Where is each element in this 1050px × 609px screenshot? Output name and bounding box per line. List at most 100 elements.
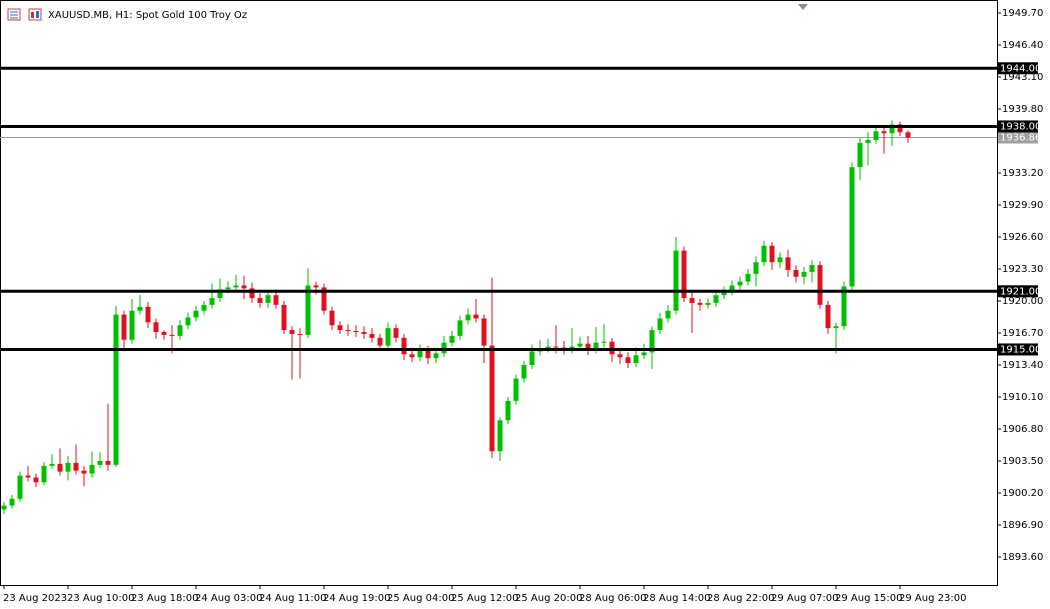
candle-body [449,335,455,343]
y-tick-label: 1923.30 [1002,264,1043,275]
candle-body [665,310,671,319]
candle-body [817,265,823,305]
candle-body [601,341,607,343]
candle-body [105,460,111,465]
candle-body [121,314,127,340]
candle-body [409,354,415,358]
level-label: 1938.00 [1000,121,1041,132]
candle-body [377,337,383,346]
y-tick-label: 1920.00 [1002,296,1043,307]
candle-body [1,505,7,510]
symbol-icons [7,8,42,21]
y-tick-label: 1939.80 [1002,104,1043,115]
level-tag [998,343,1038,356]
x-tick-label: 29 Aug 23:00 [899,593,966,604]
y-tick-label: 1926.60 [1002,232,1043,243]
candle-body [273,295,279,305]
x-tick-label: 24 Aug 03:00 [195,593,262,604]
candle-body [513,378,519,401]
last-price-tag [998,131,1038,144]
candle-body [257,298,263,303]
x-tick-label: 29 Aug 15:00 [835,593,902,604]
y-tick-label: 1900.20 [1002,488,1043,499]
candle-body [633,355,639,364]
candle-body [217,289,223,299]
plot-frame [0,0,998,586]
candle-body [729,285,735,292]
candle-body [521,364,527,379]
candle-body [737,281,743,286]
y-tick-label: 1903.50 [1002,456,1043,467]
x-tick-label: 28 Aug 06:00 [579,593,646,604]
x-tick-label: 25 Aug 20:00 [515,593,582,604]
candle-body [209,298,215,305]
candle-body [625,357,631,364]
chart-title: XAUUSD.MB, H1: Spot Gold 100 Troy Oz [48,10,247,21]
candle-body [297,333,303,335]
candle-body [289,330,295,334]
candle-body [857,142,863,168]
candle-body [489,345,495,452]
candle-body [473,314,479,319]
candle-body [393,328,399,338]
candle-body [785,257,791,270]
y-tick-label: 1933.20 [1002,168,1043,179]
shift-marker [798,4,808,10]
candle-body [825,304,831,329]
candle-body [849,167,855,287]
candle-body [761,245,767,263]
x-tick-label: 25 Aug 12:00 [451,593,518,604]
candle-body [833,326,839,329]
candle-body [129,310,135,340]
y-tick-label: 1929.90 [1002,200,1043,211]
candle-body [265,295,271,303]
candle-body [81,470,87,474]
candle-body [505,400,511,421]
candle-body [73,462,79,471]
candle-body [577,343,583,347]
candle-body [809,265,815,272]
candle-body [801,271,807,277]
candle-body [545,346,551,349]
last-price-label: 1936.86 [1000,132,1041,143]
level-tag [998,62,1038,75]
candle-body [433,353,439,359]
candle-body [641,352,647,356]
y-tick-label: 1913.40 [1002,360,1043,371]
level-label: 1921.00 [1000,286,1041,297]
candle-body [153,322,159,333]
candle-body [585,343,591,350]
candle-body [337,325,343,331]
candle-body [185,317,191,326]
candle-body [841,286,847,327]
candle-body [649,330,655,353]
candle-body [201,304,207,311]
candle-body [529,351,535,365]
candle-body [249,288,255,299]
level-tag [998,120,1038,133]
candle-body [225,287,231,290]
candle-body [593,342,599,350]
candle-body [233,285,239,288]
y-tick-label: 1893.60 [1002,552,1043,563]
level-label: 1944.00 [1000,63,1041,74]
y-tick-label: 1946.40 [1002,40,1043,51]
candle-body [161,332,167,335]
candle-body [881,131,887,134]
candle-body [193,310,199,318]
y-tick-label: 1949.70 [1002,8,1043,19]
x-tick-label: 28 Aug 22:00 [707,593,774,604]
candle-body [17,475,23,499]
level-tag [998,285,1038,298]
y-tick-label: 1916.70 [1002,328,1043,339]
x-tick-label: 23 Aug 10:00 [67,593,134,604]
candle-body [281,304,287,331]
y-tick-label: 1943.10 [1002,72,1043,83]
x-tick-label: 28 Aug 14:00 [643,593,710,604]
candle-body [9,498,15,506]
candle-body [385,328,391,346]
candle-body [657,318,663,331]
candle-body [65,462,71,472]
candle-body [705,302,711,305]
